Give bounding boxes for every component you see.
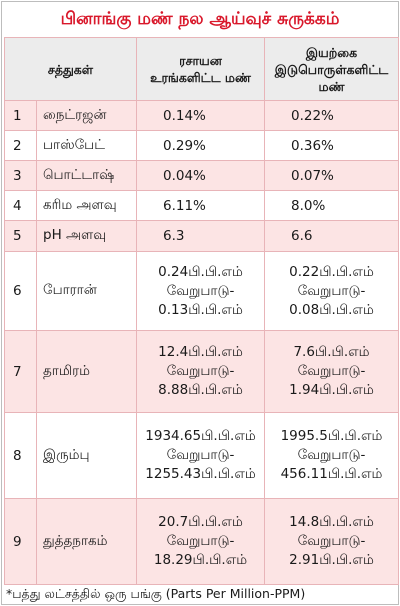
organic-value: 6.6	[264, 220, 399, 252]
header-chemical-soil: ரசாயன உரங்களிட்ட மண்	[136, 37, 265, 101]
organic-value: 14.8பி.பி.எம் வேறுபாடு- 2.91பி.பி.எம்	[264, 498, 399, 585]
nutrient-name: pH அளவு	[36, 220, 137, 252]
nutrient-name: இரும்பு	[36, 412, 137, 499]
table-row: 3 பொட்டாஷ் 0.04% 0.07%	[4, 160, 399, 191]
nutrient-name: பாஸ்பேட்	[36, 130, 137, 161]
soil-comparison-table: சத்துகள் ரசாயன உரங்களிட்ட மண் இயற்கை இடு…	[4, 37, 399, 585]
organic-value: 8.0%	[264, 190, 399, 221]
table-row: 5 pH அளவு 6.3 6.6	[4, 220, 399, 252]
row-number: 2	[4, 130, 37, 161]
value-line: 18.29பி.பி.எம்	[153, 552, 248, 568]
row-number: 1	[4, 100, 37, 131]
row-number: 7	[4, 330, 37, 413]
value-line: 0.24பி.பி.எம்	[158, 263, 243, 280]
footnote: *பத்து லட்சத்தில் ஒரு பங்கு (Parts Per M…	[6, 585, 306, 601]
value-line: 0.13பி.பி.எம்	[158, 301, 243, 318]
table-row: 8 இரும்பு 1934.65பி.பி.எம் வேறுபாடு- 125…	[4, 412, 399, 499]
chemical-value: 0.29%	[136, 130, 265, 161]
report-title: பினாங்கு மண் நல ஆய்வுச் சுருக்கம்	[60, 8, 340, 29]
value-line: வேறுபாடு-	[166, 363, 235, 379]
value-line: வேறுபாடு-	[297, 282, 366, 299]
chemical-value: 0.04%	[136, 160, 265, 191]
row-number: 8	[4, 412, 37, 499]
chemical-value: 1934.65பி.பி.எம் வேறுபாடு- 1255.43பி.பி.…	[136, 412, 265, 499]
value-line: 0.08பி.பி.எம்	[289, 301, 374, 318]
nutrient-name: துத்தநாகம்	[36, 498, 137, 585]
nutrient-name: பொட்டாஷ்	[36, 160, 137, 191]
row-number: 6	[4, 251, 37, 331]
organic-value: 0.22பி.பி.எம் வேறுபாடு- 0.08பி.பி.எம்	[264, 251, 399, 331]
value-line: 1995.5பி.பி.எம்	[280, 428, 383, 444]
value-line: வேறுபாடு-	[297, 363, 366, 379]
value-line: 2.91பி.பி.எம்	[289, 552, 374, 568]
value-line: 1934.65பி.பி.எம்	[145, 428, 256, 444]
value-line: வேறுபாடு-	[166, 533, 235, 549]
value-line: 0.22பி.பி.எம்	[289, 263, 374, 280]
value-line: 7.6பி.பி.எம்	[293, 344, 370, 360]
table-row: 7 தாமிரம் 12.4பி.பி.எம் வேறுபாடு- 8.88பி…	[4, 330, 399, 413]
chemical-value: 6.3	[136, 220, 265, 252]
row-number: 3	[4, 160, 37, 191]
table-row: 9 துத்தநாகம் 20.7பி.பி.எம் வேறுபாடு- 18.…	[4, 498, 399, 585]
nutrient-name: போரான்	[36, 251, 137, 331]
chemical-value: 20.7பி.பி.எம் வேறுபாடு- 18.29பி.பி.எம்	[136, 498, 265, 585]
table-row: 1 நைட்ரஜன் 0.14% 0.22%	[4, 100, 399, 131]
value-line: வேறுபாடு-	[166, 282, 235, 299]
table-row: 2 பாஸ்பேட் 0.29% 0.36%	[4, 130, 399, 161]
header-organic-soil: இயற்கை இடுபொருள்களிட்ட மண்	[264, 37, 399, 101]
chemical-value: 12.4பி.பி.எம் வேறுபாடு- 8.88பி.பி.எம்	[136, 330, 265, 413]
row-number: 5	[4, 220, 37, 252]
nutrient-name: தாமிரம்	[36, 330, 137, 413]
organic-value: 0.36%	[264, 130, 399, 161]
value-line: வேறுபாடு-	[297, 533, 366, 549]
nutrient-name: நைட்ரஜன்	[36, 100, 137, 131]
value-line: 1.94பி.பி.எம்	[289, 382, 374, 398]
row-number: 4	[4, 190, 37, 221]
organic-value: 0.07%	[264, 160, 399, 191]
row-number: 9	[4, 498, 37, 585]
chemical-value: 0.24பி.பி.எம் வேறுபாடு- 0.13பி.பி.எம்	[136, 251, 265, 331]
value-line: 1255.43பி.பி.எம்	[145, 466, 256, 482]
organic-value: 7.6பி.பி.எம் வேறுபாடு- 1.94பி.பி.எம்	[264, 330, 399, 413]
table-row: 6 போரான் 0.24பி.பி.எம் வேறுபாடு- 0.13பி.…	[4, 251, 399, 331]
header-nutrients: சத்துகள்	[4, 37, 137, 101]
value-line: 14.8பி.பி.எம்	[289, 514, 374, 530]
value-line: 8.88பி.பி.எம்	[158, 382, 243, 398]
table-header-row: சத்துகள் ரசாயன உரங்களிட்ட மண் இயற்கை இடு…	[4, 37, 399, 101]
chemical-value: 6.11%	[136, 190, 265, 221]
organic-value: 1995.5பி.பி.எம் வேறுபாடு- 456.11பி.பி.எம…	[264, 412, 399, 499]
organic-value: 0.22%	[264, 100, 399, 131]
table-row: 4 கரிம அளவு 6.11% 8.0%	[4, 190, 399, 221]
value-line: 12.4பி.பி.எம்	[158, 344, 243, 360]
value-line: 456.11பி.பி.எம்	[280, 466, 383, 482]
value-line: 20.7பி.பி.எம்	[158, 514, 243, 530]
value-line: வேறுபாடு-	[297, 447, 366, 463]
nutrient-name: கரிம அளவு	[36, 190, 137, 221]
value-line: வேறுபாடு-	[166, 447, 235, 463]
chemical-value: 0.14%	[136, 100, 265, 131]
